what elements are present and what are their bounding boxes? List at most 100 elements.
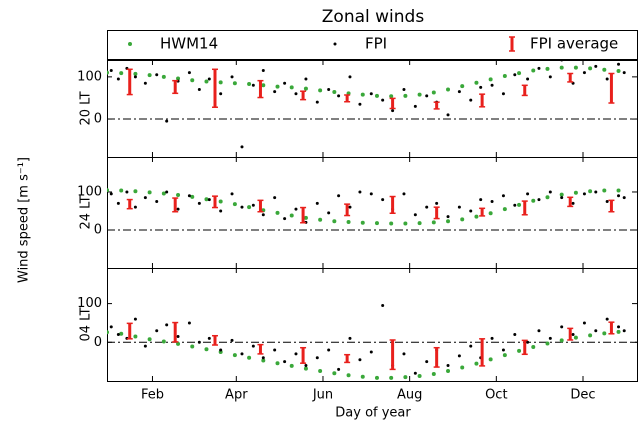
data-point <box>125 190 129 194</box>
model-point <box>545 341 550 346</box>
data-point <box>446 364 450 368</box>
model-point <box>559 338 564 343</box>
data-point <box>582 321 586 325</box>
data-point <box>548 75 552 79</box>
model-point <box>545 195 550 200</box>
data-point <box>165 323 169 327</box>
model-point <box>133 334 138 339</box>
model-point <box>161 339 166 344</box>
model-point <box>247 355 252 360</box>
model-point <box>190 194 195 199</box>
data-point <box>327 348 331 352</box>
data-point <box>133 75 137 79</box>
data-point <box>143 344 147 348</box>
model-point <box>318 217 323 222</box>
model-point <box>247 82 252 87</box>
data-point <box>560 60 564 62</box>
model-point <box>446 368 451 373</box>
data-point <box>187 71 191 75</box>
y-tick-label: 100 <box>77 69 102 84</box>
data-point <box>381 304 385 308</box>
model-point <box>431 372 436 377</box>
plot-area <box>107 60 626 149</box>
legend-marker <box>128 42 132 46</box>
model-point <box>602 331 607 336</box>
model-point <box>261 358 266 363</box>
model-point <box>204 197 209 202</box>
model-point <box>332 371 337 376</box>
data-point <box>479 85 483 89</box>
model-point <box>389 94 394 99</box>
model-point <box>133 189 138 194</box>
data-point <box>283 360 287 364</box>
model-point <box>517 71 522 76</box>
data-point <box>109 325 113 329</box>
data-point <box>315 356 319 360</box>
data-point <box>116 201 120 205</box>
data-point <box>501 194 505 198</box>
x-tick-label: Apr <box>225 388 248 403</box>
data-point <box>327 211 331 215</box>
data-point <box>369 350 373 354</box>
plot-area <box>107 188 626 226</box>
model-point <box>161 191 166 196</box>
data-point <box>537 198 541 202</box>
data-point <box>230 192 234 196</box>
data-point <box>116 333 120 337</box>
panel-frame <box>107 157 638 269</box>
data-point <box>526 77 530 81</box>
data-point <box>457 205 461 209</box>
model-point <box>204 347 209 352</box>
data-point <box>116 77 120 81</box>
data-point <box>155 73 159 77</box>
data-point <box>315 100 319 104</box>
data-point <box>413 104 417 108</box>
data-point <box>622 329 626 333</box>
model-point <box>176 76 181 81</box>
x-tick-label: Dec <box>570 388 595 403</box>
model-point <box>446 87 451 92</box>
model-point <box>573 335 578 340</box>
model-point <box>289 213 294 218</box>
y-tick-label: 0 <box>94 222 102 237</box>
model-point <box>147 73 152 78</box>
model-point <box>417 373 422 378</box>
model-point <box>531 344 536 349</box>
data-point <box>391 109 395 113</box>
model-point <box>303 215 308 220</box>
model-point <box>488 211 493 216</box>
data-point <box>304 364 308 368</box>
data-point <box>283 81 287 85</box>
model-point <box>559 65 564 70</box>
data-point <box>571 333 575 337</box>
model-point <box>318 88 323 93</box>
model-point <box>275 210 280 215</box>
model-point <box>616 188 621 193</box>
panel-label: 04 LT <box>79 307 94 341</box>
data-point <box>537 66 541 70</box>
data-point <box>560 196 564 200</box>
model-point <box>460 84 465 89</box>
x-tick-label: Feb <box>141 388 164 403</box>
data-point <box>381 198 385 202</box>
model-point <box>403 93 408 98</box>
data-point <box>548 190 552 194</box>
data-point <box>402 352 406 356</box>
model-point <box>502 74 507 79</box>
data-point <box>622 196 626 200</box>
model-point <box>176 341 181 346</box>
legend-label: FPI average <box>530 35 618 53</box>
model-point <box>360 374 365 379</box>
model-point <box>332 219 337 224</box>
data-point <box>207 77 211 81</box>
data-point <box>513 203 517 207</box>
model-point <box>431 220 436 225</box>
data-point <box>219 209 223 213</box>
data-point <box>617 325 621 329</box>
model-point <box>403 221 408 226</box>
data-point <box>165 190 169 194</box>
model-point <box>602 188 607 193</box>
model-point <box>502 353 507 358</box>
model-point <box>417 221 422 226</box>
